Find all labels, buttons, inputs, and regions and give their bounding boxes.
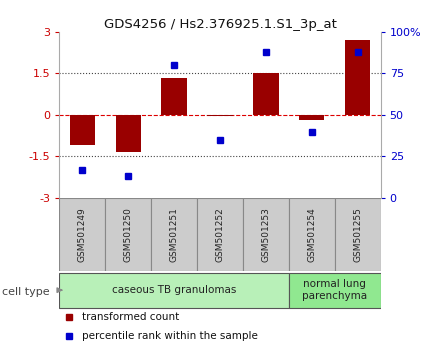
Bar [105, 198, 151, 271]
Bar [116, 115, 141, 152]
Title: GDS4256 / Hs2.376925.1.S1_3p_at: GDS4256 / Hs2.376925.1.S1_3p_at [103, 18, 337, 31]
Text: GSM501254: GSM501254 [307, 207, 316, 262]
Text: GSM501249: GSM501249 [78, 207, 87, 262]
Text: GSM501252: GSM501252 [216, 207, 224, 262]
Bar [253, 73, 279, 115]
Text: transformed count: transformed count [82, 312, 179, 322]
Bar [335, 198, 381, 271]
Bar [151, 198, 197, 271]
Text: caseous TB granulomas: caseous TB granulomas [112, 285, 236, 295]
Bar [299, 115, 324, 120]
Bar [207, 115, 233, 116]
Bar [161, 78, 187, 115]
Bar [59, 198, 105, 271]
Bar [289, 198, 335, 271]
Bar [345, 40, 370, 115]
Bar [197, 198, 243, 271]
Bar [70, 115, 95, 145]
Bar [243, 198, 289, 271]
Text: GSM501250: GSM501250 [124, 207, 133, 262]
Bar [59, 273, 289, 308]
Text: percentile rank within the sample: percentile rank within the sample [82, 331, 258, 341]
Bar [289, 273, 381, 308]
Text: GSM501255: GSM501255 [353, 207, 362, 262]
Text: GSM501253: GSM501253 [261, 207, 271, 262]
Text: GSM501251: GSM501251 [169, 207, 179, 262]
Text: cell type: cell type [2, 287, 50, 297]
Text: normal lung
parenchyma: normal lung parenchyma [302, 279, 367, 301]
